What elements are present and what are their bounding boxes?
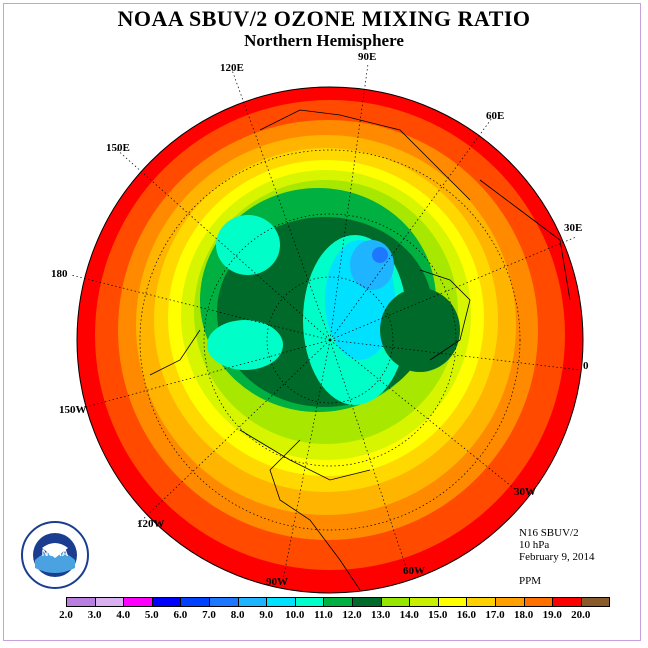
colorbar-swatch xyxy=(294,597,325,607)
lon-label-0: 0 xyxy=(583,360,589,372)
colorbar-tick-label: 9.0 xyxy=(259,609,274,621)
colorbar-swatch xyxy=(323,597,353,607)
lon-label-150w: 150W xyxy=(59,404,87,416)
colorbar-swatch xyxy=(123,597,153,607)
colorbar-swatch xyxy=(151,597,182,607)
colorbar-swatch xyxy=(552,597,582,607)
colorbar-tick-label: 7.0 xyxy=(202,609,216,621)
colorbar-tick-label: 15.0 xyxy=(428,609,448,621)
colorbar-swatch xyxy=(266,597,296,607)
colorbar-swatch xyxy=(580,597,611,607)
colorbar-swatch xyxy=(237,597,268,607)
colorbar-tick-label: 19.0 xyxy=(542,609,562,621)
colorbar-tick-label: 4.0 xyxy=(116,609,131,621)
colorbar-tick-label: 11.0 xyxy=(314,609,333,621)
units-label: PPM xyxy=(519,575,542,587)
lon-label-120e: 120E xyxy=(220,62,244,74)
colorbar-swatch xyxy=(352,597,382,607)
colorbar-swatch xyxy=(409,597,439,607)
lon-label-60w: 60W xyxy=(403,565,425,577)
colorbar-tick-label: 2.0 xyxy=(59,609,73,621)
colorbar-swatch xyxy=(180,597,210,607)
colorbar-tick-label: 18.0 xyxy=(513,609,534,621)
noaa-logo: NOAA xyxy=(21,521,89,589)
colorbar-tick-label: 3.0 xyxy=(87,609,102,621)
colorbar-tick-label: 13.0 xyxy=(370,609,391,621)
colorbar-swatch xyxy=(209,597,239,607)
lon-label-150e: 150E xyxy=(106,142,130,154)
colorbar-tick-label: 20.0 xyxy=(571,609,591,621)
lon-label-180: 180 xyxy=(51,268,68,280)
colorbar-tick-label: 16.0 xyxy=(456,609,477,621)
lon-label-90e: 90E xyxy=(358,51,377,63)
pressure-level-label: 10 hPa xyxy=(519,539,550,551)
colorbar-swatch xyxy=(466,597,496,607)
date-label: February 9, 2014 xyxy=(519,551,595,563)
colorbar-tick-label: 8.0 xyxy=(230,609,245,621)
map-subtitle: Northern Hemisphere xyxy=(244,31,404,50)
colorbar-tick-label: 17.0 xyxy=(485,609,505,621)
logo-text: NOAA xyxy=(42,548,69,558)
colorbar-swatch xyxy=(437,597,468,607)
graticule xyxy=(67,63,581,581)
coastlines xyxy=(149,109,571,591)
lon-label-60e: 60E xyxy=(486,110,505,122)
map-title: NOAA SBUV/2 OZONE MIXING RATIO xyxy=(117,6,531,31)
lon-label-90w: 90W xyxy=(266,576,288,588)
instrument-label: N16 SBUV/2 xyxy=(519,527,579,539)
lon-label-30w: 30W xyxy=(514,486,536,498)
colorbar-swatch xyxy=(495,597,525,607)
map-boundary xyxy=(76,86,584,594)
lon-label-120w: 120W xyxy=(137,518,165,530)
colorbar-tick-label: 6.0 xyxy=(173,609,188,621)
colorbar-swatch xyxy=(94,597,125,607)
colorbar-swatch xyxy=(380,597,411,607)
colorbar-tick-label: 14.0 xyxy=(399,609,419,621)
colorbar-tick-label: 5.0 xyxy=(144,609,159,621)
image-frame xyxy=(3,3,641,641)
lon-label-30e: 30E xyxy=(564,222,583,234)
colorbar-swatch xyxy=(523,597,554,607)
colorbar-tick-label: 10.0 xyxy=(285,609,305,621)
ozone-field xyxy=(77,87,583,593)
colorbar-tick-label: 12.0 xyxy=(342,609,362,621)
colorbar-swatch xyxy=(66,597,96,607)
